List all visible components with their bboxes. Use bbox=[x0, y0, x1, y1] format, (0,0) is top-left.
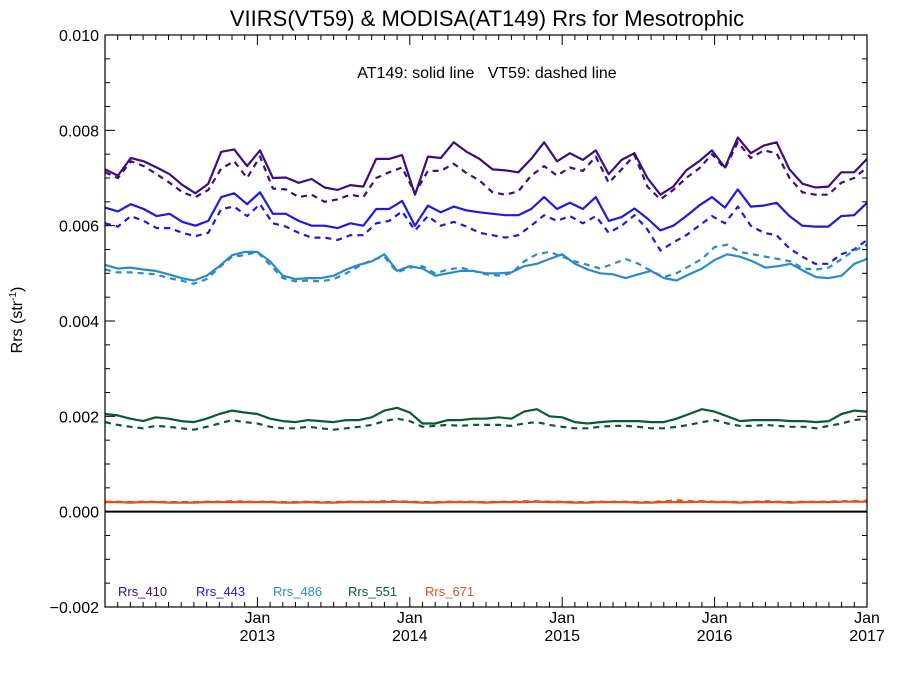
y-tick-label: 0.002 bbox=[59, 409, 99, 426]
series-rrs-410-solid bbox=[104, 136, 868, 196]
x-tick-label-month: Jan bbox=[702, 610, 728, 627]
x-tick-label-month: Jan bbox=[245, 610, 271, 627]
y-axis-label: Rrs (str-1) bbox=[8, 287, 26, 354]
x-tick-label-year: 2013 bbox=[240, 628, 276, 645]
legend-item-rrs-671: Rrs_671 bbox=[425, 584, 474, 599]
series-rrs-551-solid bbox=[104, 406, 868, 425]
line-style-note: AT149: solid line VT59: dashed line bbox=[357, 65, 617, 82]
plot-series bbox=[104, 136, 868, 504]
y-tick-label: 0.004 bbox=[59, 314, 99, 331]
x-tick-label-month: Jan bbox=[549, 610, 575, 627]
y-tick-label: 0.010 bbox=[59, 28, 99, 45]
chart-title: VIIRS(VT59) & MODISA(AT149) Rrs for Meso… bbox=[230, 6, 744, 31]
x-tick-label-year: 2016 bbox=[697, 628, 733, 645]
series-rrs-486-dashed bbox=[104, 243, 868, 285]
legend-item-rrs-486: Rrs_486 bbox=[273, 584, 322, 599]
y-axis-label-close: ) bbox=[9, 287, 26, 292]
axis-ticks: −0.0020.0000.0020.0040.0060.0080.010Jan2… bbox=[50, 28, 885, 645]
y-tick-label: 0.000 bbox=[59, 505, 99, 522]
x-tick-label-year: 2017 bbox=[849, 628, 885, 645]
legend: Rrs_410 Rrs_443 Rrs_486 Rrs_551 Rrs_671 bbox=[118, 584, 474, 599]
plot-frame bbox=[104, 34, 868, 608]
legend-item-rrs-410: Rrs_410 bbox=[118, 584, 167, 599]
series-rrs-551-dashed bbox=[104, 417, 868, 431]
y-tick-label: 0.006 bbox=[59, 219, 99, 236]
y-axis-label-main: Rrs (str bbox=[9, 300, 26, 353]
x-tick-label-month: Jan bbox=[854, 610, 880, 627]
series-rrs-443-dashed bbox=[104, 203, 868, 265]
y-tick-label: 0.008 bbox=[59, 123, 99, 140]
legend-item-rrs-551: Rrs_551 bbox=[348, 584, 397, 599]
x-tick-label-month: Jan bbox=[397, 610, 423, 627]
y-axis-label-sup: -1 bbox=[8, 292, 19, 301]
x-tick-label-year: 2015 bbox=[544, 628, 580, 645]
y-tick-label: −0.002 bbox=[50, 600, 99, 617]
legend-item-rrs-443: Rrs_443 bbox=[196, 584, 245, 599]
x-tick-label-year: 2014 bbox=[392, 628, 428, 645]
series-rrs-443-solid bbox=[104, 188, 868, 232]
